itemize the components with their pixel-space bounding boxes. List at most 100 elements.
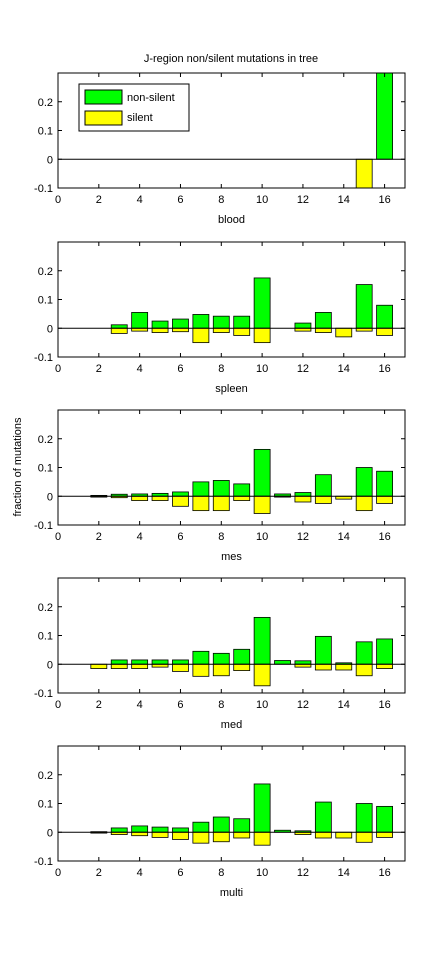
legend-swatch-non-silent [84, 89, 123, 105]
x-tick-label: 2 [96, 194, 102, 206]
bar-non-silent-16 [376, 470, 393, 497]
bar-non-silent-3 [110, 659, 128, 665]
bar-non-silent-3 [110, 324, 128, 329]
bar-non-silent-7 [192, 650, 210, 665]
bar-silent-5 [151, 831, 169, 838]
bar-silent-16 [376, 495, 393, 504]
bar-non-silent-13 [314, 312, 332, 329]
bar-non-silent-13 [314, 801, 332, 833]
x-tick-label: 4 [137, 363, 143, 375]
x-tick-label: 2 [96, 363, 102, 375]
y-tick-label: -0.1 [34, 520, 53, 532]
chart-title: J-region non/silent mutations in tree [144, 53, 318, 65]
bar-silent-16 [376, 831, 393, 838]
x-tick-label: 12 [297, 699, 309, 711]
x-tick-label: 16 [378, 699, 390, 711]
bar-non-silent-10 [253, 616, 271, 665]
bar-non-silent-16 [376, 638, 393, 665]
bar-silent-13 [314, 495, 332, 504]
bar-silent-8 [212, 831, 230, 843]
x-tick-label: 6 [177, 867, 183, 879]
bar-non-silent-7 [192, 481, 210, 497]
x-tick-label: 12 [297, 194, 309, 206]
bar-silent-9 [233, 495, 251, 501]
bar-silent-10 [253, 831, 271, 846]
x-tick-label: 0 [55, 194, 61, 206]
bar-silent-16 [376, 663, 393, 669]
bar-non-silent-8 [212, 480, 230, 497]
bar-silent-9 [233, 663, 251, 671]
bar-silent-15 [355, 663, 373, 677]
x-tick-label: 6 [177, 363, 183, 375]
bar-silent-12 [294, 495, 312, 503]
x-tick-label: 4 [137, 194, 143, 206]
bar-non-silent-9 [233, 315, 251, 329]
bar-silent-9 [233, 831, 251, 839]
y-tick-label: 0.1 [38, 126, 53, 138]
x-tick-label: 8 [218, 194, 224, 206]
bar-silent-8 [212, 663, 230, 677]
bar-silent-6 [172, 663, 189, 672]
legend-swatch-silent [84, 110, 123, 126]
bar-non-silent-3 [110, 827, 128, 833]
bar-silent-6 [172, 327, 189, 333]
bar-silent-6 [172, 831, 189, 840]
x-tick-label: 6 [177, 531, 183, 543]
x-tick-label: 8 [218, 531, 224, 543]
legend-label-silent: silent [127, 112, 153, 124]
bar-non-silent-16 [376, 73, 393, 160]
x-tick-label: 16 [378, 531, 390, 543]
y-tick-label: 0.1 [38, 295, 53, 307]
bar-non-silent-5 [151, 659, 169, 665]
y-tick-label: 0 [47, 659, 53, 671]
bar-non-silent-5 [151, 826, 169, 833]
bar-silent-4 [131, 663, 149, 669]
bar-non-silent-10 [253, 783, 271, 833]
panel-label-blood: blood [218, 214, 245, 226]
bar-silent-2 [90, 663, 108, 669]
y-tick-label: -0.1 [34, 183, 53, 195]
bar-silent-14 [335, 327, 353, 338]
bar-non-silent-12 [294, 322, 312, 329]
y-axis-label: fraction of mutations [12, 417, 24, 517]
bar-non-silent-13 [314, 474, 332, 497]
x-tick-label: 10 [256, 531, 268, 543]
bar-silent-8 [212, 327, 230, 333]
panel-label-mes: mes [221, 551, 242, 563]
bar-silent-13 [314, 831, 332, 839]
bar-silent-15 [355, 495, 373, 512]
bar-non-silent-9 [233, 483, 251, 497]
bar-non-silent-8 [212, 315, 230, 329]
x-tick-label: 2 [96, 531, 102, 543]
bar-non-silent-11 [274, 660, 291, 665]
bar-silent-5 [151, 327, 169, 333]
bar-silent-7 [192, 831, 210, 844]
bar-silent-5 [151, 495, 169, 501]
y-tick-label: 0.2 [38, 97, 53, 109]
x-tick-label: 6 [177, 699, 183, 711]
bar-silent-15 [355, 158, 373, 188]
bar-non-silent-7 [192, 821, 210, 833]
x-tick-label: 16 [378, 194, 390, 206]
x-tick-label: 16 [378, 363, 390, 375]
bar-non-silent-8 [212, 816, 230, 833]
bar-non-silent-4 [131, 312, 149, 329]
bar-silent-3 [110, 663, 128, 669]
panel-label-spleen: spleen [215, 383, 247, 395]
bar-non-silent-15 [355, 641, 373, 665]
x-tick-label: 4 [137, 867, 143, 879]
bar-non-silent-16 [376, 304, 393, 329]
x-tick-label: 4 [137, 531, 143, 543]
x-tick-label: 12 [297, 531, 309, 543]
x-tick-label: 14 [338, 867, 350, 879]
bar-silent-8 [212, 495, 230, 512]
bar-silent-13 [314, 663, 332, 671]
bar-silent-6 [172, 495, 189, 507]
